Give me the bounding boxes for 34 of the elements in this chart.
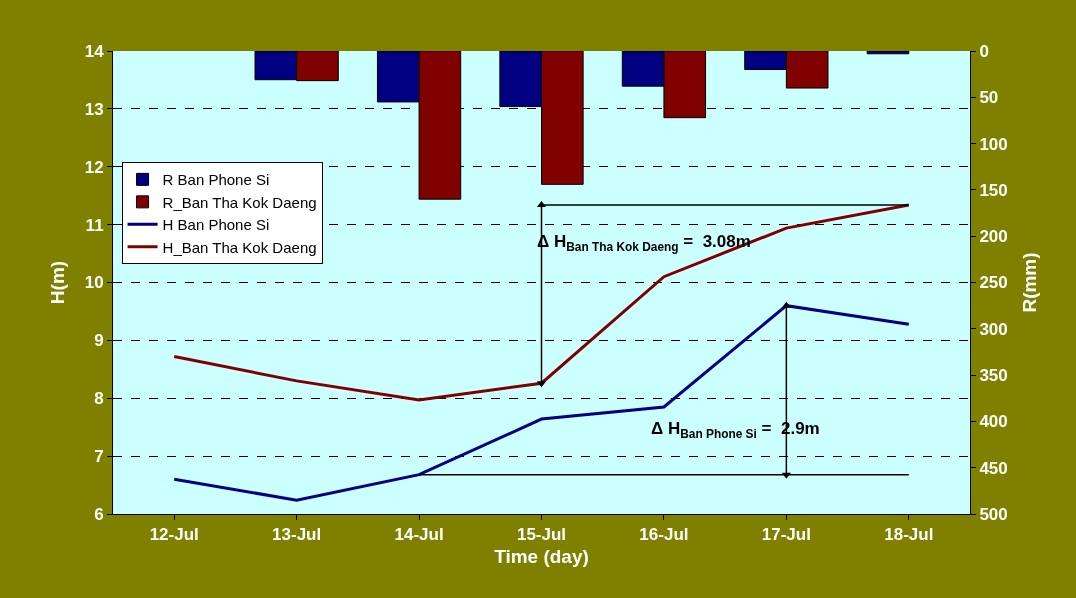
y-tick-label: 7: [94, 447, 104, 467]
y2-tick-label: 500: [979, 504, 1008, 524]
y2-tick-label: 50: [979, 88, 999, 108]
x-tick-label: 13-Jul: [272, 525, 322, 545]
y-tick-label: 9: [94, 331, 104, 351]
x-tick-label: 15-Jul: [516, 525, 567, 545]
y-tick-label: 11: [85, 215, 104, 235]
y-axis-title: H(m): [46, 260, 68, 305]
y2-tick-label: 350: [979, 366, 1008, 386]
y2-tick-label: 450: [979, 458, 1008, 478]
y2-tick-label: 0: [979, 41, 989, 61]
x-tick-label: 14-Jul: [394, 525, 444, 545]
y2-tick-label: 150: [979, 180, 1008, 200]
legend-label: H Ban Phone Si: [162, 216, 270, 234]
y-tick-label: 13: [84, 99, 104, 119]
y2-tick-label: 400: [979, 412, 1008, 432]
y2-tick-label: 250: [979, 273, 1008, 293]
y2-tick-label: 200: [979, 227, 1008, 247]
y-tick-label: 10: [84, 273, 104, 293]
x-tick-label: 12-Jul: [149, 525, 199, 545]
y-tick-label: 6: [94, 504, 104, 524]
legend-label: R Ban Phone Si: [162, 171, 270, 189]
y-tick-label: 14: [84, 41, 105, 61]
legend-label: R_Ban Tha Kok Daeng: [162, 193, 317, 211]
y-tick-label: 8: [94, 389, 104, 409]
x-tick-label: 17-Jul: [761, 525, 811, 545]
legend-label: H_Ban Tha Kok Daeng: [162, 238, 317, 256]
x-tick-label: 18-Jul: [884, 525, 934, 545]
x-tick-label: 16-Jul: [639, 525, 689, 545]
y2-tick-label: 100: [979, 134, 1008, 154]
y2-axis-title: R(mm): [1018, 252, 1040, 313]
x-axis-title: Time (day): [494, 546, 589, 568]
y-tick-label: 12: [84, 157, 104, 177]
y2-tick-label: 300: [979, 319, 1008, 339]
